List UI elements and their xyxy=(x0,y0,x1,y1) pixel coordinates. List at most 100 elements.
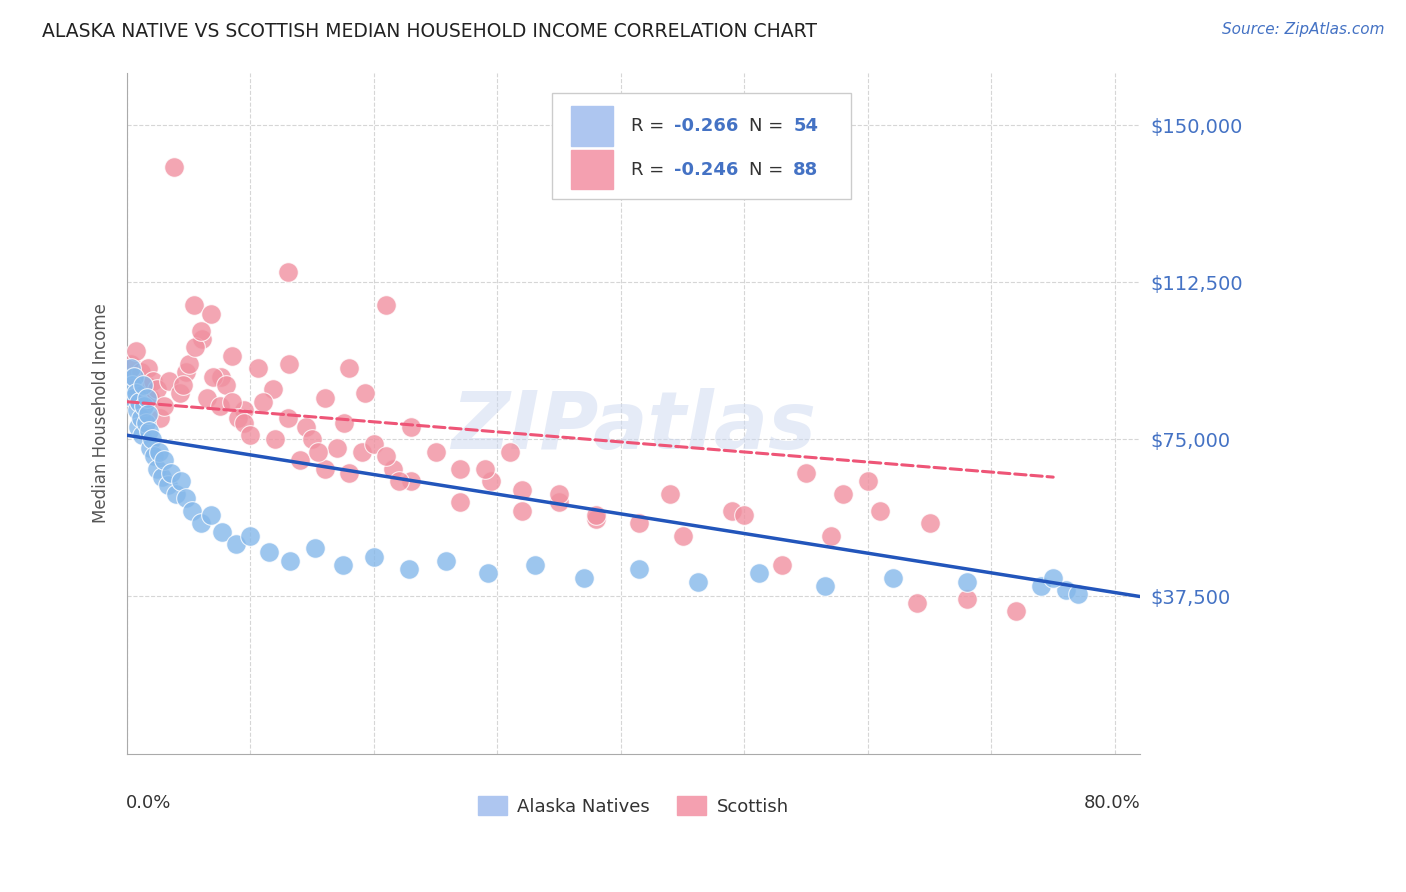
Point xyxy=(246,361,269,376)
Point xyxy=(157,374,180,388)
Point xyxy=(585,512,607,526)
Point xyxy=(277,357,299,371)
Point xyxy=(882,571,904,585)
Point xyxy=(381,461,404,475)
Point xyxy=(686,574,709,589)
Point xyxy=(314,461,336,475)
Point xyxy=(225,537,247,551)
Point xyxy=(174,366,197,380)
Point xyxy=(156,478,179,492)
Point xyxy=(134,399,156,413)
Point xyxy=(211,524,233,539)
Point xyxy=(672,529,695,543)
Legend: Alaska Natives, Scottish: Alaska Natives, Scottish xyxy=(471,789,796,822)
Point xyxy=(138,424,160,438)
Point xyxy=(135,391,157,405)
Point xyxy=(257,545,280,559)
Point xyxy=(572,571,595,585)
Point xyxy=(181,503,204,517)
Point xyxy=(354,386,377,401)
Point xyxy=(333,416,356,430)
Point xyxy=(141,433,163,447)
Point xyxy=(399,475,422,489)
Point xyxy=(770,558,793,572)
Point xyxy=(177,357,200,371)
Point xyxy=(160,466,183,480)
Point xyxy=(252,394,274,409)
Point xyxy=(139,441,162,455)
Text: 88: 88 xyxy=(793,161,818,178)
Text: 80.0%: 80.0% xyxy=(1084,795,1140,813)
Point xyxy=(659,487,682,501)
Point xyxy=(122,391,145,405)
Point xyxy=(239,529,262,543)
Point xyxy=(314,391,336,405)
Point xyxy=(278,554,301,568)
Point xyxy=(172,378,194,392)
Point xyxy=(142,374,165,388)
Point xyxy=(209,369,232,384)
Point xyxy=(956,591,979,606)
Text: Source: ZipAtlas.com: Source: ZipAtlas.com xyxy=(1222,22,1385,37)
Point xyxy=(288,453,311,467)
Point xyxy=(153,453,176,467)
Point xyxy=(239,428,262,442)
Point xyxy=(1029,579,1052,593)
Point xyxy=(434,554,457,568)
Point xyxy=(262,382,284,396)
Point xyxy=(548,495,571,509)
Point xyxy=(337,466,360,480)
Point xyxy=(208,399,231,413)
Point xyxy=(1005,604,1028,618)
Point xyxy=(190,324,212,338)
Point xyxy=(200,508,222,522)
Point xyxy=(905,596,928,610)
Point xyxy=(375,449,398,463)
Point xyxy=(145,461,167,475)
Point xyxy=(350,445,373,459)
Point xyxy=(170,475,193,489)
Point xyxy=(301,433,323,447)
Point xyxy=(148,445,170,459)
Point xyxy=(477,566,499,581)
Point xyxy=(277,265,299,279)
Point xyxy=(134,416,156,430)
Point xyxy=(183,298,205,312)
Point xyxy=(195,391,218,405)
Point xyxy=(136,361,159,376)
Point xyxy=(337,361,360,376)
Point xyxy=(121,378,143,392)
Point xyxy=(388,475,411,489)
Point xyxy=(125,403,148,417)
Point xyxy=(131,428,153,442)
Point xyxy=(1042,571,1064,585)
Point xyxy=(215,378,238,392)
Point xyxy=(120,357,142,371)
Point xyxy=(191,332,214,346)
Text: 0.0%: 0.0% xyxy=(127,795,172,813)
Point xyxy=(174,491,197,505)
Point xyxy=(449,495,471,509)
Text: -0.246: -0.246 xyxy=(673,161,738,178)
Point xyxy=(449,461,471,475)
Point xyxy=(127,386,149,401)
Point xyxy=(129,411,152,425)
Point xyxy=(136,407,159,421)
Point xyxy=(425,445,447,459)
Point xyxy=(165,487,187,501)
Point xyxy=(233,403,256,417)
Point xyxy=(143,449,166,463)
Point xyxy=(748,566,770,581)
Point xyxy=(184,340,207,354)
Point xyxy=(363,549,385,564)
Point xyxy=(814,579,837,593)
Text: N =: N = xyxy=(749,161,789,178)
Point xyxy=(150,470,173,484)
Point xyxy=(479,475,502,489)
Point xyxy=(399,420,422,434)
Point xyxy=(124,386,146,401)
Point xyxy=(132,394,155,409)
Point xyxy=(363,436,385,450)
Text: 54: 54 xyxy=(793,117,818,135)
Point xyxy=(1054,583,1077,598)
